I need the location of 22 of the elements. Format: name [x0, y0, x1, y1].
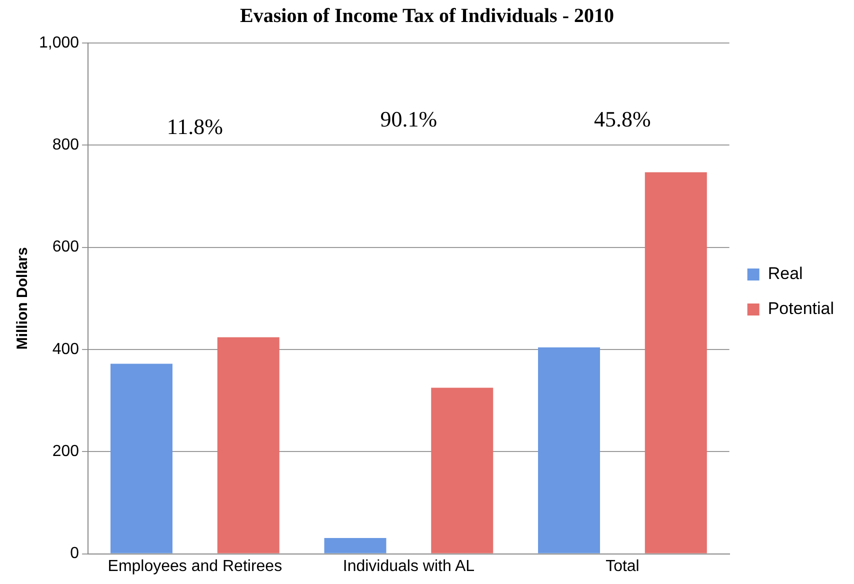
y-axis-title: Million Dollars	[14, 247, 32, 350]
legend-label: Potential	[768, 299, 834, 318]
chart-title: Evasion of Income Tax of Individuals - 2010	[240, 5, 614, 28]
bar	[324, 538, 386, 554]
bar	[217, 337, 280, 554]
y-tick-label: 800	[52, 136, 80, 154]
y-tick-label: 600	[52, 238, 80, 256]
y-tick-label: 1,000	[38, 34, 80, 52]
x-tick-label: Total	[606, 558, 640, 575]
y-tick-label: 200	[52, 443, 80, 460]
y-tick-label: 0	[70, 545, 80, 562]
y-tick-label: 400	[52, 340, 80, 358]
bar	[644, 172, 707, 554]
bar	[110, 364, 172, 554]
x-tick-label: Individuals with AL	[342, 558, 475, 575]
annotation: 11.8%	[166, 114, 223, 140]
annotation: 45.8%	[594, 106, 651, 132]
bar	[431, 388, 494, 554]
legend-label: Real	[768, 264, 803, 284]
annotation: 90.1%	[380, 106, 438, 132]
x-tick-label: Employees and Retirees	[108, 558, 282, 575]
bar	[538, 347, 600, 554]
